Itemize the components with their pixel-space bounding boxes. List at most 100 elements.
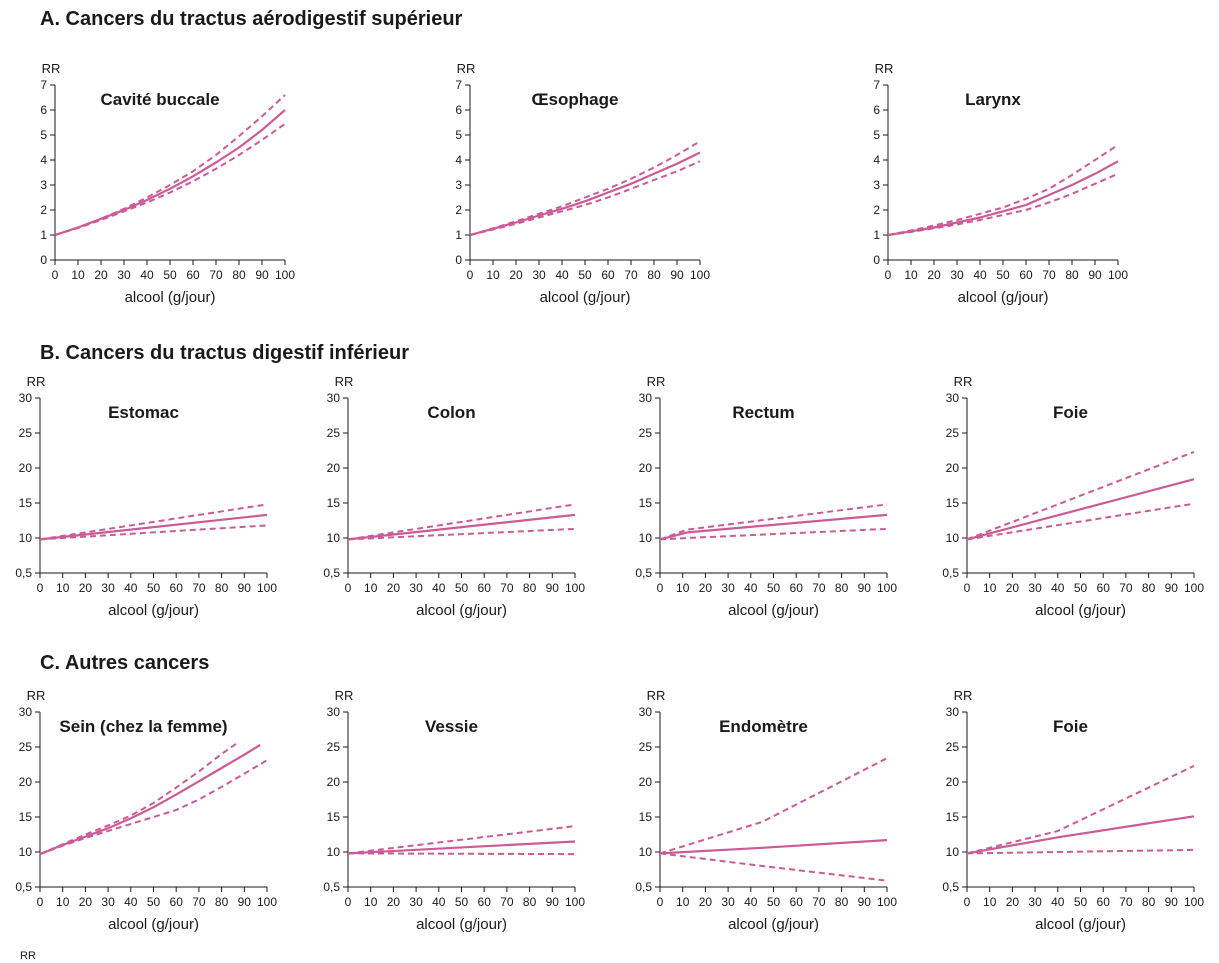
y-tick-label: 2 (40, 203, 47, 217)
x-tick-label: 30 (532, 268, 546, 282)
x-axis-label: alcool (g/jour) (416, 916, 507, 933)
y-tick-label: 0,5 (635, 880, 652, 894)
x-tick-label: 20 (509, 268, 523, 282)
x-tick-label: 60 (1097, 895, 1111, 909)
x-tick-label: 60 (790, 581, 804, 595)
x-tick-label: 70 (1119, 581, 1133, 595)
x-tick-label: 0 (657, 895, 664, 909)
x-tick-label: 30 (1028, 895, 1042, 909)
y-axis-label: RR (647, 374, 666, 389)
chart-foie-c: 0,5 10 15 20 25 30 0 10 20 30 40 50 60 70 80 90 100 RR alc… (942, 688, 1204, 933)
x-tick-label: 80 (647, 268, 661, 282)
x-tick-label: 70 (209, 268, 223, 282)
y-tick-label: 5 (455, 128, 462, 142)
plot-area: 0,5 10 15 20 25 30 0 10 20 30 40 50 60 70 80 90 100 RR alc… (942, 374, 1204, 619)
y-tick-label: 7 (455, 78, 462, 92)
x-tick-label: 10 (486, 268, 500, 282)
series-line-ci-bound (54, 122, 286, 236)
y-tick-label: 10 (639, 845, 653, 859)
series-line-ci-bound (347, 825, 576, 855)
y-tick-label: 30 (946, 705, 960, 719)
x-tick-label: 0 (467, 268, 474, 282)
y-tick-label: 10 (327, 845, 341, 859)
x-tick-label: 100 (565, 895, 585, 909)
x-tick-label: 100 (275, 268, 295, 282)
y-tick-label: 15 (946, 810, 960, 824)
series-line-estimate (659, 839, 888, 855)
y-tick-label: 30 (639, 391, 653, 405)
series-line-estimate (347, 840, 576, 855)
x-tick-label: 80 (232, 268, 246, 282)
series-line-ci-bound (469, 160, 701, 236)
x-tick-label: 40 (973, 268, 987, 282)
chart-title: Endomètre (719, 717, 808, 736)
series-line-ci-bound (347, 503, 576, 541)
x-tick-label: 70 (500, 895, 514, 909)
y-tick-label: 0,5 (323, 566, 340, 580)
x-tick-label: 90 (255, 268, 269, 282)
series-line-ci-bound (39, 759, 268, 856)
x-tick-label: 80 (523, 895, 537, 909)
y-tick-label: 0,5 (15, 566, 32, 580)
y-tick-label: 20 (946, 461, 960, 475)
x-tick-label: 100 (877, 581, 897, 595)
x-tick-label: 10 (56, 581, 70, 595)
x-tick-label: 40 (1051, 895, 1065, 909)
y-tick-label: 4 (40, 153, 47, 167)
series-line-ci-bound (659, 527, 888, 541)
y-tick-label: 20 (19, 775, 33, 789)
y-tick-label: 6 (455, 103, 462, 117)
x-tick-label: 60 (1097, 581, 1111, 595)
x-tick-label: 50 (1074, 895, 1088, 909)
section-c-title: C. Autres cancers (40, 652, 210, 674)
x-tick-label: 20 (79, 581, 93, 595)
plot-area: 0,5 10 15 20 25 30 0 10 20 30 40 50 60 70 80 90 100 RR alc… (635, 374, 897, 619)
x-tick-label: 40 (744, 581, 758, 595)
x-tick-label: 100 (1184, 895, 1204, 909)
x-tick-label: 50 (996, 268, 1010, 282)
chart-sein: 0,5 10 15 20 25 30 0 10 20 30 40 50 60 70 80 90 100 RR alc… (15, 688, 277, 933)
x-tick-label: 50 (163, 268, 177, 282)
y-tick-label: 25 (327, 426, 341, 440)
series-line-ci-bound (347, 852, 576, 856)
chart-estomac: 0,5 10 15 20 25 30 0 10 20 30 40 50 60 70 80 90 100 RR alc… (15, 374, 277, 619)
x-tick-label: 20 (699, 581, 713, 595)
x-tick-label: 70 (624, 268, 638, 282)
series-line-ci-bound (39, 741, 239, 856)
x-tick-label: 70 (192, 581, 206, 595)
x-tick-label: 0 (37, 895, 44, 909)
x-tick-label: 80 (215, 895, 229, 909)
y-tick-label: 3 (40, 178, 47, 192)
series-line-estimate (659, 513, 888, 541)
x-tick-label: 70 (1042, 268, 1056, 282)
x-tick-label: 60 (478, 581, 492, 595)
x-tick-label: 70 (812, 581, 826, 595)
x-tick-label: 90 (1165, 895, 1179, 909)
x-axis-label: alcool (g/jour) (728, 916, 819, 933)
y-tick-label: 30 (327, 705, 341, 719)
y-tick-label: 25 (639, 740, 653, 754)
series-line-estimate (966, 478, 1195, 541)
x-tick-label: 50 (767, 895, 781, 909)
x-tick-label: 0 (964, 895, 971, 909)
x-tick-label: 40 (744, 895, 758, 909)
y-tick-label: 1 (40, 228, 47, 242)
x-tick-label: 80 (835, 581, 849, 595)
y-tick-label: 0,5 (942, 880, 959, 894)
x-tick-label: 20 (1006, 581, 1020, 595)
x-tick-label: 90 (238, 895, 252, 909)
series-line-estimate (887, 160, 1119, 237)
x-tick-label: 70 (500, 581, 514, 595)
x-tick-label: 70 (192, 895, 206, 909)
x-tick-label: 40 (124, 895, 138, 909)
series-line-ci-bound (39, 503, 268, 541)
y-tick-label: 20 (327, 775, 341, 789)
y-tick-label: 20 (327, 461, 341, 475)
x-tick-label: 100 (565, 581, 585, 595)
x-tick-label: 30 (950, 268, 964, 282)
stray-rr-label: RR (20, 950, 36, 962)
x-axis-label: alcool (g/jour) (1035, 602, 1126, 619)
x-tick-label: 80 (1142, 581, 1156, 595)
y-tick-label: 3 (873, 178, 880, 192)
